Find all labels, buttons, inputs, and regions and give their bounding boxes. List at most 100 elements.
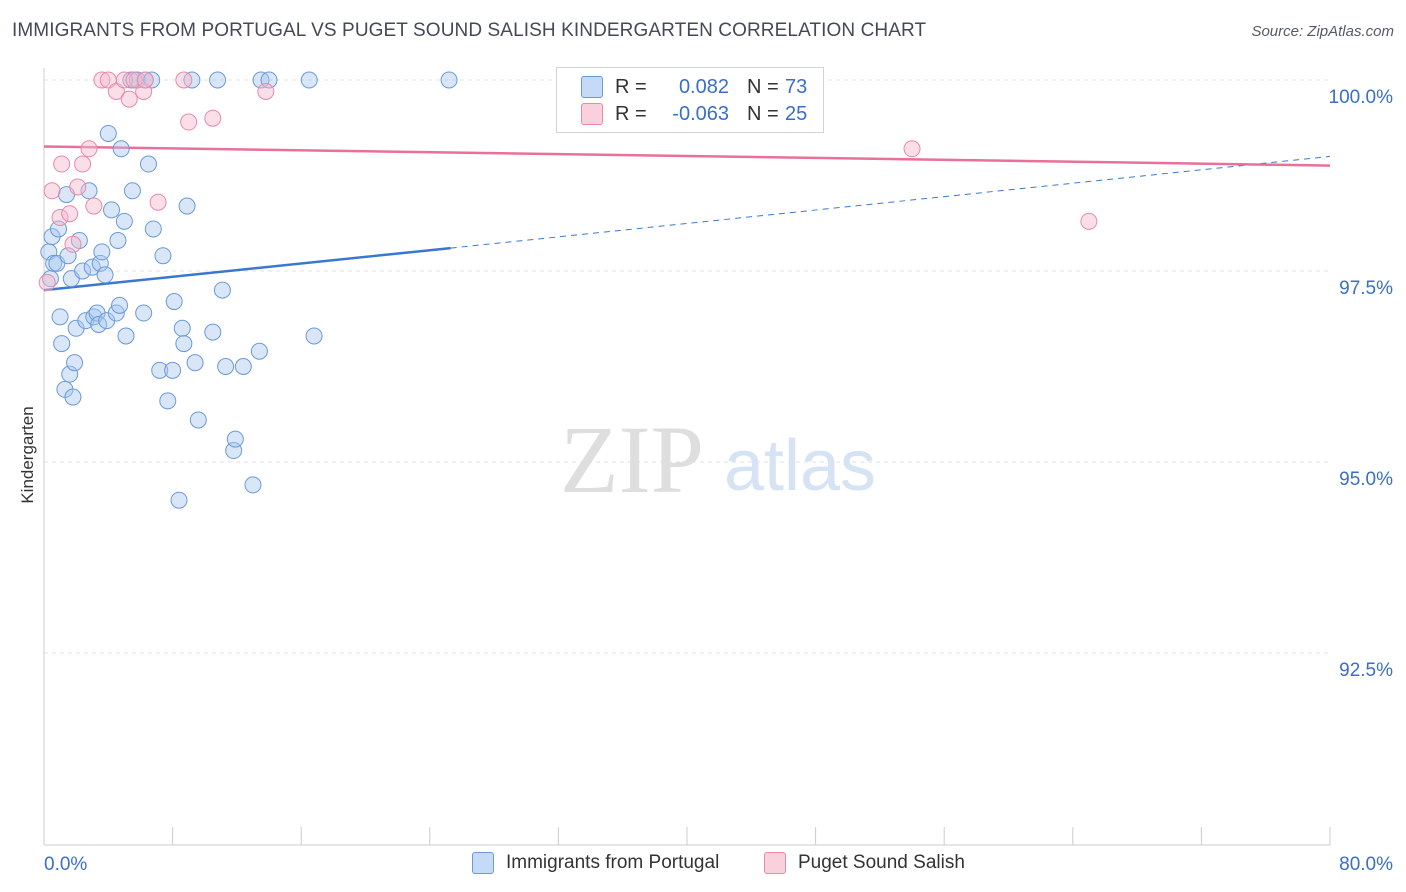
data-point-portugal bbox=[175, 335, 193, 353]
chart-title: IMMIGRANTS FROM PORTUGAL VS PUGET SOUND … bbox=[12, 20, 927, 41]
data-point-salish bbox=[1080, 212, 1098, 230]
data-point-salish bbox=[53, 155, 71, 173]
data-point-portugal bbox=[178, 197, 196, 215]
data-point-portugal bbox=[217, 358, 235, 375]
data-point-portugal bbox=[51, 308, 69, 326]
data-point-portugal bbox=[135, 304, 153, 322]
trend-line-portugal-extension bbox=[450, 155, 1331, 249]
x-tick-label-min: 0.0% bbox=[44, 854, 87, 875]
r-label: R = bbox=[615, 75, 647, 98]
data-point-portugal bbox=[144, 220, 162, 238]
data-point-portugal bbox=[117, 327, 135, 345]
data-point-salish bbox=[80, 140, 98, 158]
stats-legend: R = 0.082 N = 73 R = -0.063 N = 25 bbox=[556, 67, 824, 133]
data-point-portugal bbox=[123, 182, 141, 200]
n-label: N = bbox=[747, 75, 779, 98]
watermark: ZIP atlas bbox=[560, 406, 876, 513]
watermark-atlas: atlas bbox=[724, 426, 876, 506]
series-label-portugal: Immigrants from Portugal bbox=[506, 852, 720, 873]
data-point-portugal bbox=[226, 430, 244, 448]
data-point-salish bbox=[64, 235, 82, 253]
x-tick-label-max: 80.0% bbox=[1339, 854, 1393, 875]
data-point-salish bbox=[903, 140, 921, 158]
r-label: R = bbox=[615, 102, 647, 125]
data-point-salish bbox=[136, 71, 154, 89]
data-point-salish bbox=[180, 113, 198, 131]
n-value-portugal: 73 bbox=[785, 75, 808, 98]
data-point-portugal bbox=[83, 258, 101, 276]
data-point-portugal bbox=[189, 411, 207, 429]
data-point-portugal bbox=[154, 247, 172, 265]
data-point-portugal bbox=[53, 335, 71, 353]
trend-line-salish bbox=[43, 145, 1331, 167]
data-point-portugal bbox=[90, 315, 108, 333]
data-point-salish bbox=[38, 273, 56, 291]
series-legend: Immigrants from Portugal Puget Sound Sal… bbox=[0, 852, 1406, 878]
series-swatch-portugal bbox=[472, 852, 494, 874]
data-point-portugal bbox=[151, 361, 169, 379]
stats-legend-row-portugal: R = 0.082 N = 73 bbox=[581, 75, 807, 99]
data-point-salish bbox=[93, 71, 111, 89]
data-point-portugal bbox=[440, 71, 458, 89]
trend-lines bbox=[43, 145, 1331, 292]
y-tick-label: 100.0% bbox=[1329, 87, 1394, 108]
n-value-salish: 25 bbox=[785, 102, 808, 125]
data-point-salish bbox=[204, 109, 222, 127]
data-point-portugal bbox=[64, 388, 82, 406]
data-point-salish bbox=[69, 178, 87, 196]
source-label: Source: ZipAtlas.com bbox=[1251, 23, 1394, 40]
r-value-portugal: 0.082 bbox=[678, 75, 729, 98]
y-tick-label: 92.5% bbox=[1339, 660, 1393, 681]
data-point-portugal bbox=[165, 293, 183, 311]
data-point-portugal bbox=[66, 354, 84, 372]
data-point-portugal bbox=[250, 342, 268, 360]
data-point-portugal bbox=[112, 140, 130, 158]
data-point-portugal bbox=[93, 243, 111, 261]
r-value-salish: -0.063 bbox=[672, 102, 729, 125]
data-point-portugal bbox=[80, 182, 98, 200]
data-point-portugal bbox=[164, 361, 182, 379]
data-point-salish bbox=[43, 182, 61, 200]
n-label: N = bbox=[747, 102, 779, 125]
data-point-portugal bbox=[109, 231, 127, 249]
data-point-salish bbox=[149, 193, 167, 211]
data-point-portugal bbox=[139, 155, 157, 173]
data-point-portugal bbox=[204, 323, 222, 341]
data-point-salish bbox=[257, 82, 275, 100]
legend-swatch-portugal bbox=[581, 76, 603, 98]
data-point-portugal bbox=[99, 124, 117, 142]
data-point-portugal bbox=[96, 266, 114, 284]
data-point-salish bbox=[51, 209, 69, 227]
data-point-portugal bbox=[234, 358, 252, 375]
data-point-salish bbox=[61, 205, 79, 223]
y-tick-label: 97.5% bbox=[1339, 278, 1393, 299]
axes bbox=[43, 68, 1331, 846]
data-point-portugal bbox=[103, 201, 121, 219]
data-point-salish bbox=[115, 71, 133, 89]
series-legend-item-portugal: Immigrants from Portugal bbox=[472, 852, 719, 874]
data-point-portugal bbox=[173, 319, 191, 337]
legend-swatch-salish bbox=[581, 103, 603, 125]
y-tick-labels: 92.5% 95.0% 97.5% 100.0% bbox=[1329, 87, 1394, 681]
series-legend-item-salish: Puget Sound Salish bbox=[764, 852, 965, 874]
data-point-salish bbox=[85, 197, 103, 215]
data-point-portugal bbox=[74, 262, 92, 280]
data-point-portugal bbox=[305, 327, 323, 345]
data-point-portugal bbox=[186, 354, 204, 372]
y-tick-label: 95.0% bbox=[1339, 469, 1393, 490]
data-point-salish bbox=[74, 155, 92, 173]
stats-legend-row-salish: R = -0.063 N = 25 bbox=[581, 102, 807, 126]
data-point-portugal bbox=[209, 71, 227, 89]
data-point-portugal bbox=[115, 212, 133, 230]
data-points bbox=[38, 71, 1098, 509]
data-point-portugal bbox=[213, 281, 231, 299]
data-point-portugal bbox=[170, 491, 188, 509]
series-swatch-salish bbox=[764, 852, 786, 874]
series-label-salish: Puget Sound Salish bbox=[798, 852, 965, 873]
data-point-salish bbox=[175, 71, 193, 89]
data-point-portugal bbox=[260, 71, 278, 89]
data-point-portugal bbox=[159, 392, 177, 410]
data-point-portugal bbox=[111, 296, 129, 314]
data-point-portugal bbox=[244, 476, 262, 494]
